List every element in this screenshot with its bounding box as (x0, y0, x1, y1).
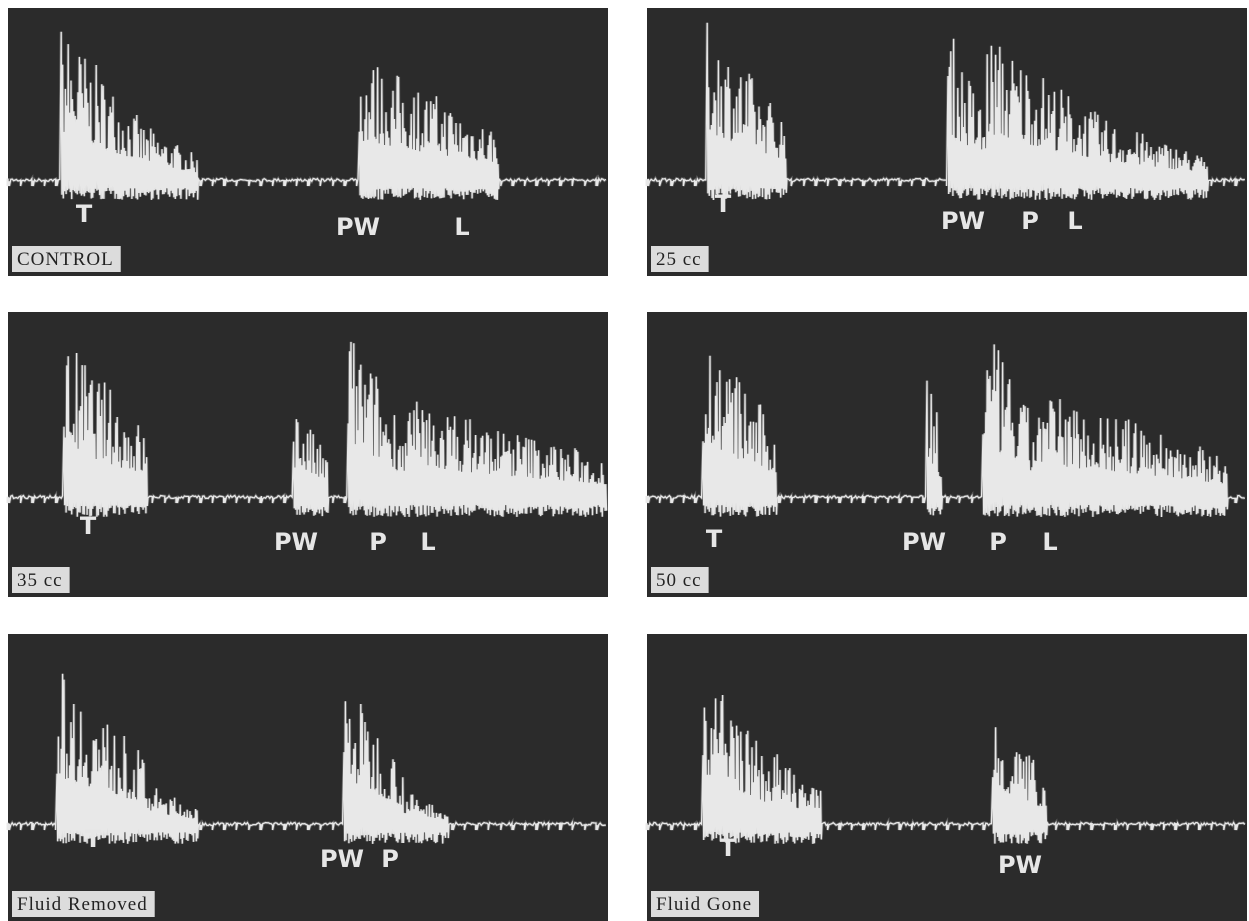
marker-label: T (706, 525, 723, 553)
page: {"panels": [ {"caption": "CONTROL", "mar… (0, 0, 1249, 921)
caption-box: 25 cc (651, 246, 709, 272)
caption: 50 cc (656, 570, 702, 591)
marker-label: L (1042, 528, 1057, 556)
marker-label: T (80, 512, 97, 540)
panel: T PW P Fluid Removed (8, 634, 608, 921)
panel: T PW Fluid Gone (647, 634, 1247, 921)
caption-box: Fluid Removed (12, 891, 155, 917)
caption: Fluid Removed (17, 894, 148, 915)
marker-label: T (85, 825, 102, 853)
marker-label: L (1067, 207, 1082, 235)
marker-label: L (454, 213, 469, 241)
marker-label: PW (274, 528, 318, 556)
marker-label: PW (998, 851, 1042, 879)
caption: Fluid Gone (656, 894, 752, 915)
caption-box: 50 cc (651, 567, 709, 593)
marker-label: T (76, 200, 93, 228)
marker-label: L (420, 528, 435, 556)
marker-label: PW (336, 213, 380, 241)
panel: T PW P L 50 cc (647, 312, 1247, 597)
marker-label: T (715, 190, 732, 218)
panel: T PW L CONTROL (8, 8, 608, 276)
marker-label: PW (320, 845, 364, 873)
caption-box: CONTROL (12, 246, 121, 272)
panel: T PW P L 35 cc (8, 312, 608, 597)
marker-label: PW (902, 528, 946, 556)
marker-label: P (369, 528, 387, 556)
marker-label: PW (941, 207, 985, 235)
caption-box: Fluid Gone (651, 891, 759, 917)
figure: TPWLCONTROLTPWPL25 ccTPWPL35 ccTPWPL50 c… (0, 0, 1249, 921)
caption-box: 35 cc (12, 567, 70, 593)
marker-label: P (381, 845, 399, 873)
marker-label: T (720, 834, 737, 862)
caption: CONTROL (17, 249, 114, 270)
caption: 35 cc (17, 570, 63, 591)
marker-label: P (1021, 207, 1039, 235)
caption: 25 cc (656, 249, 702, 270)
marker-label: P (989, 528, 1007, 556)
